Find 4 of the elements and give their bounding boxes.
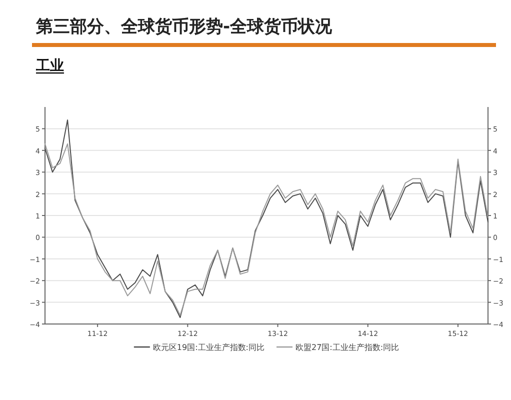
legend-label: 欧盟27国:工业生产指数:同比: [296, 343, 400, 352]
chart-subtitle: 工业: [35, 58, 64, 74]
chart-title: 第三部分、全球货币形势-全球货币状况: [35, 17, 334, 37]
legend-label: 欧元区19国:工业生产指数:同比: [152, 343, 264, 352]
